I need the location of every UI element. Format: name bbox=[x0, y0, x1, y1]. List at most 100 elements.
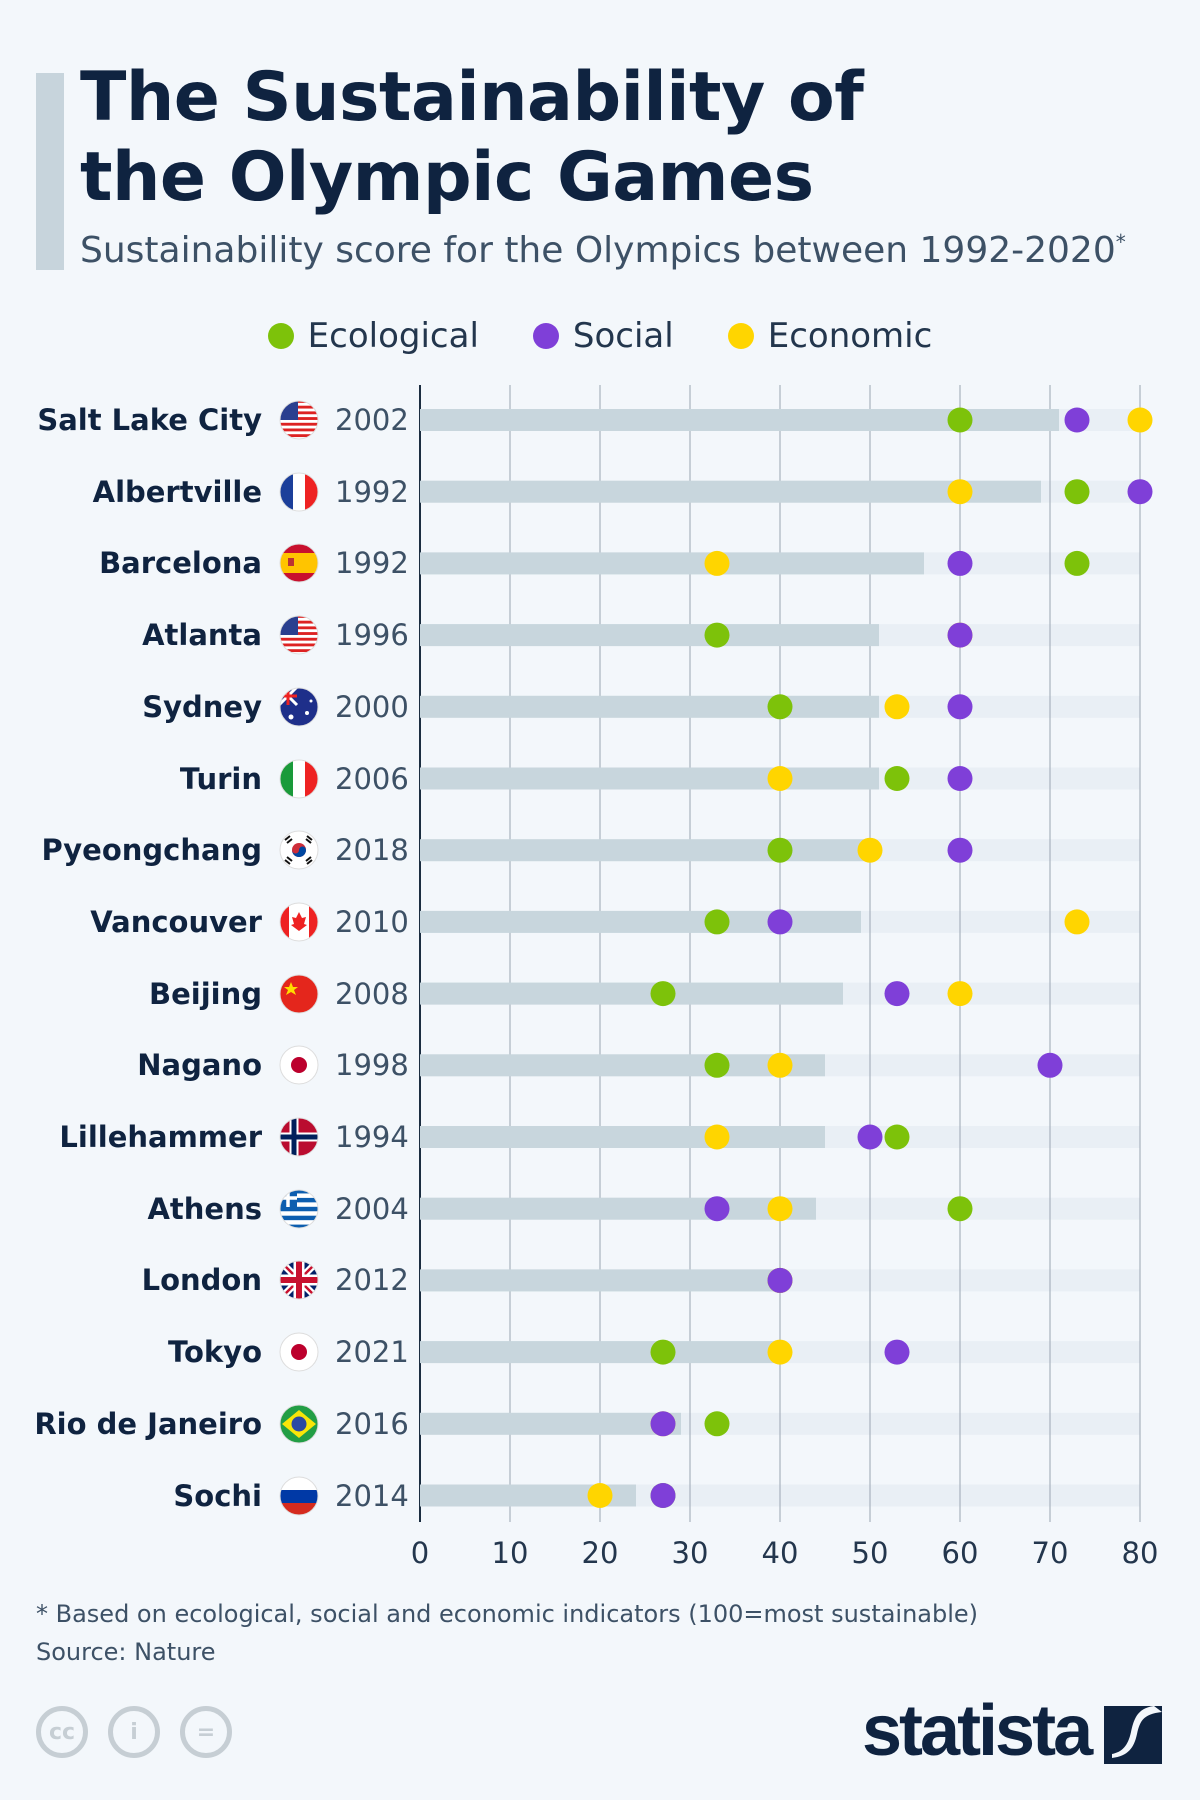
mean-bar bbox=[420, 624, 879, 647]
source[interactable]: Source: Nature bbox=[36, 1638, 216, 1666]
row-label-city: Atlanta bbox=[142, 618, 262, 653]
dot-ecological bbox=[947, 407, 973, 433]
row-label-city: Vancouver bbox=[90, 904, 262, 939]
x-tick-label: 0 bbox=[410, 1536, 430, 1570]
legend-dot-economic bbox=[727, 323, 754, 349]
attribution-icon[interactable]: i bbox=[108, 1706, 160, 1758]
flag-spain-icon bbox=[279, 543, 319, 583]
flag-canada-icon bbox=[279, 902, 319, 942]
dot-social bbox=[704, 1196, 730, 1222]
dot-social bbox=[767, 909, 793, 935]
row-label-year: 2012 bbox=[335, 1263, 409, 1298]
mean-bar bbox=[420, 839, 870, 862]
mean-bar bbox=[420, 1412, 681, 1435]
row-label-city: Barcelona bbox=[99, 546, 262, 581]
legend-label: Social bbox=[572, 316, 674, 356]
legend: Ecological Social Economic bbox=[0, 316, 1200, 356]
dot-ecological bbox=[650, 1339, 676, 1365]
dot-social bbox=[947, 550, 973, 576]
no-derivatives-icon[interactable]: = bbox=[180, 1706, 232, 1758]
legend-item-economic: Economic bbox=[727, 316, 933, 356]
statista-logo[interactable]: statista bbox=[862, 1691, 1093, 1771]
dot-social bbox=[767, 1267, 793, 1293]
row-label-year: 2004 bbox=[335, 1191, 409, 1226]
dot-ecological bbox=[947, 1196, 973, 1222]
row-label-city: London bbox=[141, 1263, 262, 1298]
dot-ecological bbox=[1064, 479, 1090, 505]
mean-bar bbox=[420, 409, 1059, 431]
row-label-city: Sochi bbox=[173, 1478, 262, 1513]
row-label-year: 2002 bbox=[335, 403, 409, 437]
x-tick-label: 10 bbox=[491, 1536, 529, 1570]
dot-ecological bbox=[704, 1411, 730, 1437]
dot-economic bbox=[704, 550, 730, 576]
flag-norway-icon bbox=[279, 1117, 319, 1157]
row-label-year: 2016 bbox=[335, 1406, 409, 1441]
dot-ecological bbox=[704, 1052, 730, 1078]
dot-economic bbox=[767, 1339, 793, 1365]
row-label-city: Turin bbox=[179, 761, 262, 796]
legend-dot-ecological bbox=[267, 323, 294, 349]
row-label-year: 2010 bbox=[335, 904, 409, 939]
row-label-year: 2018 bbox=[335, 833, 409, 868]
dot-economic bbox=[767, 766, 793, 791]
cc-icon[interactable]: cc bbox=[36, 1706, 88, 1758]
cc-glyph: cc bbox=[48, 1719, 76, 1745]
flag-china-icon bbox=[279, 974, 319, 1014]
row-label-year: 1998 bbox=[335, 1048, 409, 1083]
dot-ecological bbox=[767, 837, 793, 863]
flag-usa-icon bbox=[279, 615, 319, 655]
dot-social bbox=[947, 622, 973, 648]
subtitle-text: Sustainability score for the Olympics be… bbox=[80, 230, 1116, 271]
row-label-year: 2000 bbox=[335, 689, 409, 724]
dot-economic bbox=[587, 1483, 613, 1508]
dot-ecological bbox=[1064, 550, 1090, 576]
dot-economic bbox=[857, 837, 883, 863]
mean-bar bbox=[420, 1126, 825, 1148]
no-derivatives-glyph: = bbox=[196, 1719, 216, 1745]
row-label-year: 2008 bbox=[335, 976, 409, 1011]
dot-social bbox=[1064, 407, 1090, 433]
footnote: * Based on ecological, social and econom… bbox=[36, 1600, 979, 1628]
x-tick-label: 70 bbox=[1031, 1536, 1069, 1570]
x-tick-label: 50 bbox=[851, 1536, 889, 1570]
title-line-1: The Sustainability of bbox=[80, 58, 864, 137]
row-label-city: Pyeongchang bbox=[41, 833, 262, 868]
title-line-2: the Olympic Games bbox=[80, 138, 814, 217]
flag-australia-icon bbox=[279, 687, 319, 727]
row-label-year: 2014 bbox=[335, 1478, 409, 1513]
dot-social bbox=[650, 1483, 676, 1508]
row-label-city: Nagano bbox=[137, 1048, 262, 1083]
dot-economic bbox=[767, 1196, 793, 1222]
mean-bar bbox=[420, 767, 879, 790]
row-label-year: 1992 bbox=[335, 546, 409, 581]
x-tick-label: 60 bbox=[941, 1536, 979, 1570]
dot-social bbox=[947, 837, 973, 863]
dot-ecological bbox=[704, 909, 730, 935]
row-label-city: Salt Lake City bbox=[37, 403, 262, 437]
mean-bar bbox=[420, 480, 1041, 503]
attribution-glyph: i bbox=[130, 1719, 138, 1745]
dot-economic bbox=[1127, 407, 1153, 433]
flag-italy-icon bbox=[279, 759, 319, 799]
flag-france-icon bbox=[279, 472, 319, 512]
flag-russia-icon bbox=[279, 1476, 319, 1516]
subtitle-footnote-mark: * bbox=[1115, 230, 1126, 254]
row-label-city: Rio de Janeiro bbox=[34, 1406, 262, 1441]
dot-social bbox=[947, 766, 973, 791]
flag-greece-icon bbox=[279, 1189, 319, 1229]
mean-bar bbox=[420, 1269, 780, 1292]
mean-bar bbox=[420, 982, 843, 1005]
mean-bar bbox=[420, 1054, 825, 1077]
row-label-city: Beijing bbox=[149, 976, 262, 1011]
row-label-year: 1994 bbox=[335, 1120, 409, 1154]
legend-item-social: Social bbox=[532, 316, 674, 356]
x-tick-label: 40 bbox=[761, 1536, 799, 1570]
mean-bar bbox=[420, 1341, 780, 1364]
dot-economic bbox=[704, 1124, 730, 1150]
row-label-city: Albertville bbox=[92, 474, 262, 509]
dot-ecological bbox=[704, 622, 730, 648]
dot-ecological bbox=[767, 694, 793, 720]
legend-label: Economic bbox=[767, 316, 933, 356]
legend-item-ecological: Ecological bbox=[267, 316, 479, 356]
